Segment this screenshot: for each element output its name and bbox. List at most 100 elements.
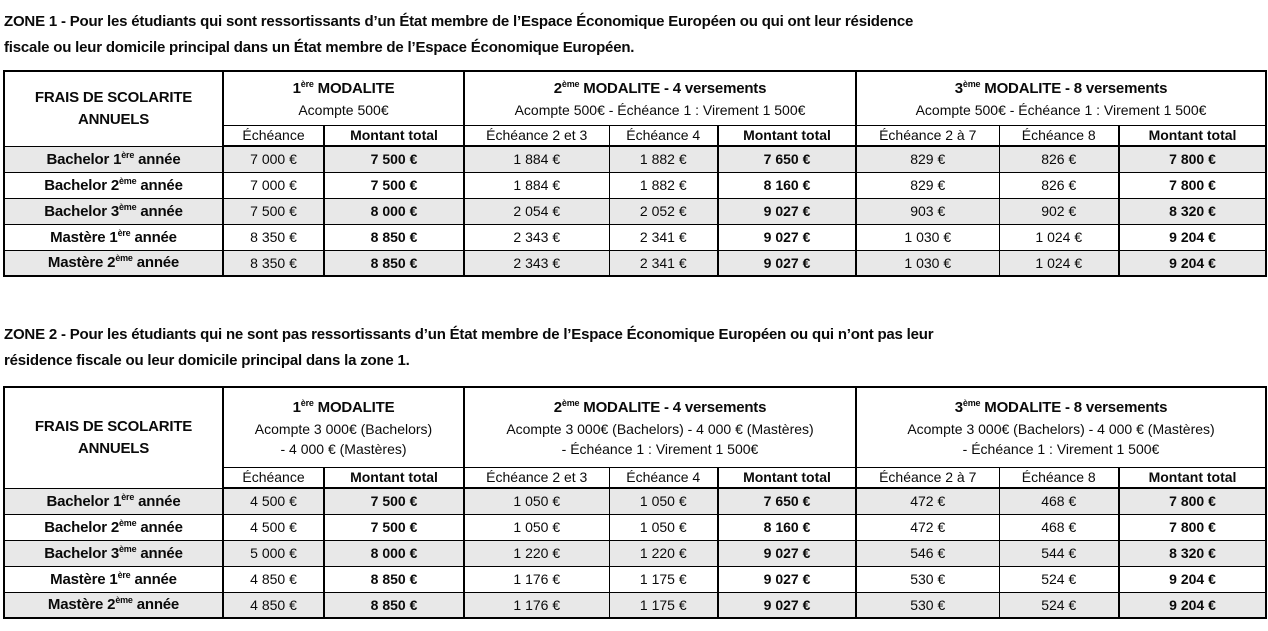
- fee-cell: 1 050 €: [463, 513, 610, 541]
- column-header-echeance: Échéance: [222, 124, 325, 147]
- modality-subtitle-line: Acompte 500€: [298, 101, 389, 118]
- zone2-title-line-1: ZONE 2 - Pour les étudiants qui ne sont …: [4, 326, 934, 343]
- fee-cell: 1 220 €: [463, 539, 610, 567]
- modality-number: 3: [954, 79, 963, 97]
- fee-cell-total: 9 204 €: [1118, 591, 1267, 619]
- column-header-montant-total: Montant total: [717, 466, 857, 489]
- row-label-text: année: [136, 176, 183, 194]
- row-label: Mastère 1ère année: [3, 223, 224, 251]
- modality-subtitle-line: Acompte 3 000€ (Bachelors): [254, 420, 433, 437]
- fee-cell: 826 €: [998, 171, 1120, 199]
- modality-number: 3: [954, 398, 963, 416]
- fee-cell: 544 €: [998, 539, 1120, 567]
- row-label-sup: ère: [117, 227, 131, 238]
- modality-title-rest: MODALITE: [313, 79, 395, 97]
- fee-cell: 7 000 €: [222, 171, 325, 199]
- row-label-text: année: [136, 202, 183, 220]
- fee-cell: 4 850 €: [222, 565, 325, 593]
- modality-title: 3ème MODALITE - 8 versements: [859, 396, 1263, 419]
- column-header-echeance-2-7: Échéance 2 à 7: [855, 124, 1000, 147]
- fee-cell: 1 884 €: [463, 171, 610, 199]
- row-label-text: Bachelor 2: [44, 176, 119, 194]
- fee-cell-total: 7 500 €: [323, 513, 465, 541]
- fee-cell: 1 030 €: [855, 223, 1000, 251]
- fee-cell-total: 8 850 €: [323, 565, 465, 593]
- fee-cell-total: 7 650 €: [717, 487, 857, 515]
- modality-title: 2ème MODALITE - 4 versements: [467, 77, 853, 100]
- fee-cell-total: 9 027 €: [717, 249, 857, 277]
- row-label: Bachelor 2ème année: [3, 513, 224, 541]
- zone1-title-line-1: ZONE 1 - Pour les étudiants qui sont res…: [4, 13, 914, 30]
- zone2-columns-header-row: Échéance Montant total Échéance 2 et 3 É…: [4, 466, 1267, 489]
- row-label-text: Bachelor 3: [44, 544, 119, 562]
- table-row-bachelor-1: Bachelor 1ère année 7 000 € 7 500 € 1 88…: [3, 145, 1267, 173]
- fee-cell-total: 8 160 €: [717, 513, 857, 541]
- row-label-text: Bachelor 3: [44, 202, 119, 220]
- column-header-echeance-4: Échéance 4: [608, 124, 719, 147]
- fee-cell-total: 7 500 €: [323, 145, 465, 173]
- zone2-fees-table: FRAIS DE SCOLARITE ANNUELS 1ère MODALITE…: [3, 386, 1267, 619]
- fee-cell: 530 €: [855, 591, 1000, 619]
- zone1-title: ZONE 1 - Pour les étudiants qui sont res…: [0, 0, 1268, 61]
- modality-ordinal-sup: ème: [561, 78, 580, 89]
- row-label: Bachelor 1ère année: [3, 145, 224, 173]
- zone1-title-line-2: fiscale ou leur domicile principal dans …: [4, 39, 635, 56]
- column-header-montant-total: Montant total: [717, 124, 857, 147]
- column-header-echeance-2-3: Échéance 2 et 3: [463, 466, 610, 489]
- zone1-columns-header-row: Échéance Montant total Échéance 2 et 3 É…: [4, 124, 1267, 147]
- fee-cell: 1 220 €: [608, 539, 719, 567]
- row-label-text: année: [132, 596, 180, 614]
- zone1-modality-2-header: 2ème MODALITE - 4 versements Acompte 500…: [463, 70, 857, 126]
- fee-cell: 7 000 €: [222, 145, 325, 173]
- row-label-text: année: [136, 544, 183, 562]
- fee-cell-total: 8 320 €: [1118, 197, 1267, 225]
- table-row-mastere-1: Mastère 1ère année 4 850 € 8 850 € 1 176…: [3, 565, 1267, 593]
- row-label-sup: ère: [121, 149, 135, 160]
- fee-cell: 4 500 €: [222, 487, 325, 515]
- fee-cell-total: 9 027 €: [717, 591, 857, 619]
- fee-cell: 7 500 €: [222, 197, 325, 225]
- table-row-bachelor-2: Bachelor 2ème année 4 500 € 7 500 € 1 05…: [3, 513, 1267, 541]
- row-label: Bachelor 3ème année: [3, 539, 224, 567]
- row-label-text: Mastère 1: [50, 228, 118, 246]
- row-label-sup: ème: [118, 201, 137, 212]
- row-label-text: année: [130, 570, 177, 588]
- fee-cell-total: 8 160 €: [717, 171, 857, 199]
- zone2-modality-3-header: 3ème MODALITE - 8 versements Acompte 3 0…: [855, 386, 1267, 468]
- fee-cell: 1 176 €: [463, 565, 610, 593]
- zone2-modality-2-header: 2ème MODALITE - 4 versements Acompte 3 0…: [463, 386, 857, 468]
- fee-cell: 472 €: [855, 487, 1000, 515]
- fee-cell-total: 9 027 €: [717, 539, 857, 567]
- fee-cell: 4 500 €: [222, 513, 325, 541]
- column-header-echeance-8: Échéance 8: [998, 124, 1120, 147]
- fee-cell: 4 850 €: [222, 591, 325, 619]
- fee-cell-total: 7 500 €: [323, 171, 465, 199]
- zone2-title-line-2: résidence fiscale ou leur domicile princ…: [4, 352, 410, 369]
- fee-cell: 829 €: [855, 171, 1000, 199]
- row-label-sup: ème: [118, 517, 137, 528]
- modality-ordinal-sup: ème: [962, 397, 981, 408]
- modality-number: 2: [553, 398, 562, 416]
- fee-cell: 468 €: [998, 513, 1120, 541]
- fee-cell: 2 341 €: [608, 223, 719, 251]
- fee-cell: 902 €: [998, 197, 1120, 225]
- row-label-text: Bachelor 1: [46, 150, 122, 168]
- fee-cell: 1 030 €: [855, 249, 1000, 277]
- fee-cell: 8 350 €: [222, 249, 325, 277]
- modality-ordinal-sup: ère: [300, 397, 314, 408]
- fee-cell: 5 000 €: [222, 539, 325, 567]
- row-label-sup: ème: [115, 253, 133, 264]
- zone1-modalities-header-row: FRAIS DE SCOLARITE ANNUELS 1ère MODALITE…: [3, 70, 1267, 147]
- fee-cell: 903 €: [855, 197, 1000, 225]
- table-row-mastere-2: Mastère 2ème année 8 350 € 8 850 € 2 343…: [3, 249, 1267, 277]
- modality-number: 2: [553, 79, 562, 97]
- row-label-sup: ème: [118, 543, 137, 554]
- zone2-title: ZONE 2 - Pour les étudiants qui ne sont …: [0, 277, 1268, 374]
- table-row-bachelor-3: Bachelor 3ème année 7 500 € 8 000 € 2 05…: [3, 197, 1267, 225]
- row-label-text: année: [132, 254, 180, 272]
- modality-subtitle-line: Acompte 3 000€ (Bachelors) - 4 000 € (Ma…: [907, 420, 1215, 437]
- column-header-montant-total: Montant total: [1118, 466, 1267, 489]
- fee-cell-total: 7 500 €: [323, 487, 465, 515]
- fee-cell: 472 €: [855, 513, 1000, 541]
- table-row-bachelor-1: Bachelor 1ère année 4 500 € 7 500 € 1 05…: [3, 487, 1267, 515]
